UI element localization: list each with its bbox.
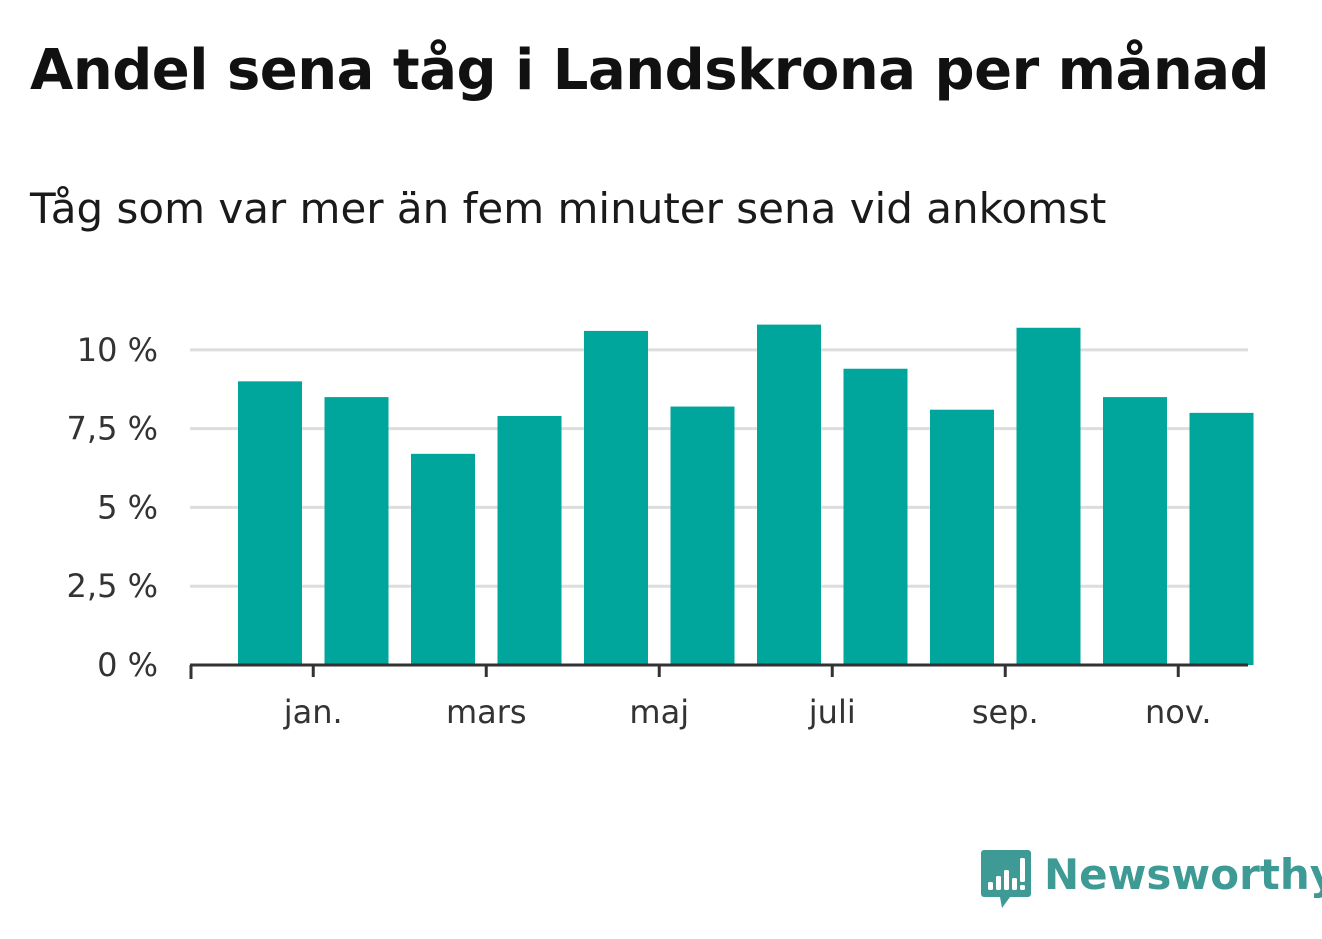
logo-exclaim-line (1020, 858, 1025, 882)
bar-nov (1189, 412, 1254, 665)
y-tick-label: 2,5 % (67, 567, 158, 605)
x-tick-label: maj (629, 693, 689, 731)
newsworthy-logo-icon (981, 850, 1031, 908)
x-tick-label: jan. (283, 693, 343, 731)
logo-exclaim-dot (1020, 885, 1025, 890)
logo-bar-4 (1012, 878, 1017, 890)
brand-name: Newsworthy (1044, 850, 1322, 899)
bar-dec (238, 381, 302, 665)
bar-aug (930, 409, 994, 665)
bar-feb (411, 453, 475, 665)
bar-juli (843, 368, 908, 665)
logo-bar-3 (1004, 870, 1009, 890)
chart-title: Andel sena tåg i Landskrona per månad (30, 38, 1270, 103)
logo-bar-1 (988, 882, 993, 890)
bar-mars (497, 416, 562, 665)
y-tick-label: 10 % (77, 331, 158, 369)
axes: 0 % 2,5 % 5 % 7,5 % 10 % jan. mars maj juli sep. n… (67, 331, 1248, 731)
bar-maj (670, 406, 735, 665)
bars (238, 324, 1254, 665)
chart-subtitle: Tåg som var mer än fem minuter sena vid … (30, 184, 1107, 233)
x-tick-label: nov. (1145, 693, 1211, 731)
bar-okt (1103, 397, 1167, 665)
y-tick-label: 0 % (97, 646, 158, 684)
bar-april (584, 330, 648, 665)
logo-bar-2 (996, 876, 1001, 890)
x-tick-label: juli (808, 693, 856, 731)
x-tick-label: mars (446, 693, 527, 731)
bar-juni (757, 324, 821, 665)
x-tick-label: sep. (972, 693, 1039, 731)
y-tick-label: 5 % (97, 488, 158, 526)
bar-jan (324, 397, 389, 665)
y-tick-label: 7,5 % (67, 410, 158, 448)
brand-logo: Newsworthy (980, 848, 1322, 912)
bar-sep (1016, 327, 1081, 665)
